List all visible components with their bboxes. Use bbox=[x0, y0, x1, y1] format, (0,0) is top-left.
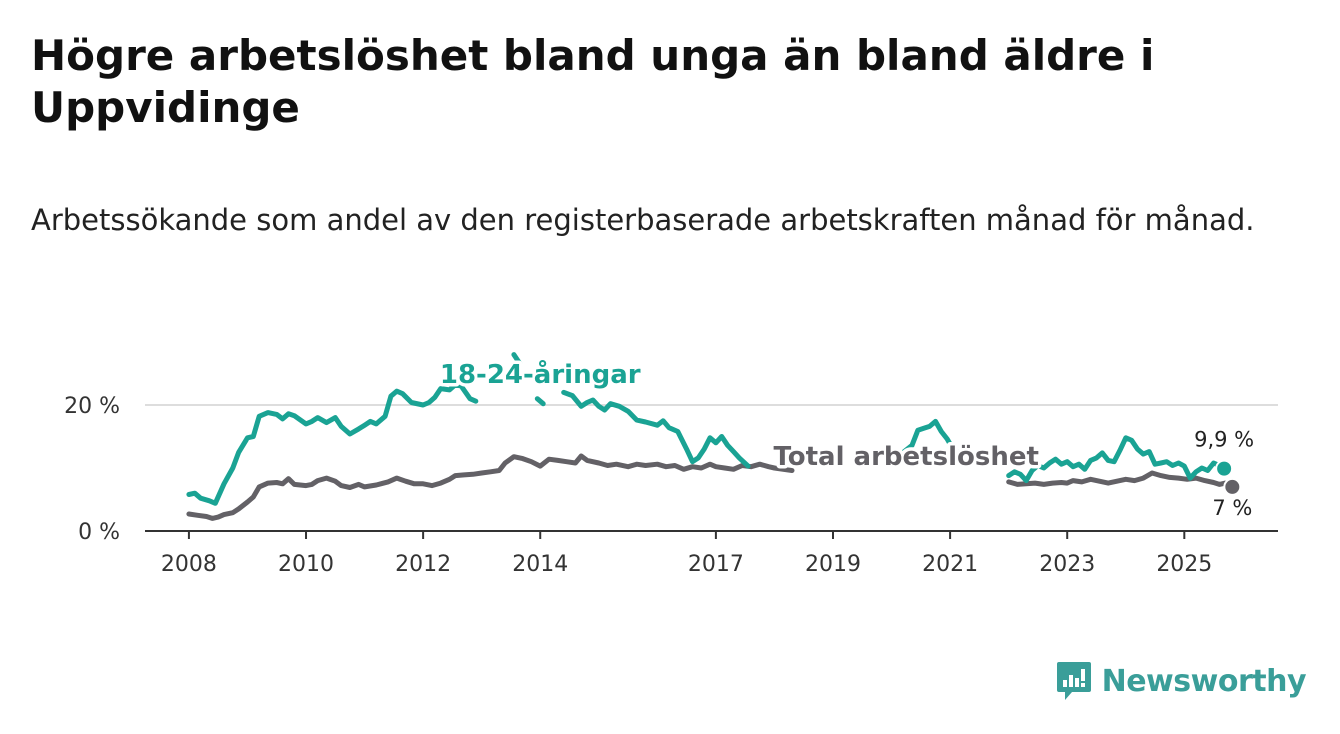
brand-name: Newsworthy bbox=[1101, 663, 1307, 699]
total-series-end-label: 7 % bbox=[1212, 496, 1252, 520]
chart-subtitle: Arbetssökande som andel av den registerb… bbox=[31, 203, 1255, 237]
x-tick-label: 2021 bbox=[922, 552, 978, 577]
total-series-label: Total arbetslöshet bbox=[773, 442, 1038, 472]
chart-title: Högre arbetslöshet bland unga än bland ä… bbox=[31, 31, 1155, 132]
x-tick-label: 2008 bbox=[161, 552, 217, 577]
brand-logo: Newsworthy bbox=[1056, 660, 1307, 702]
bar-chart-logo-icon bbox=[1056, 662, 1091, 700]
x-tick-label: 2010 bbox=[278, 552, 334, 577]
youth-series-label: 18-24-åringar bbox=[440, 358, 641, 390]
x-tick-label: 2012 bbox=[395, 552, 451, 577]
y-tick-label: 0 % bbox=[78, 520, 120, 545]
x-tick-label: 2019 bbox=[805, 552, 861, 577]
total-series-end-point bbox=[1223, 477, 1242, 496]
total-series-line bbox=[186, 453, 1235, 521]
y-tick-label: 20 % bbox=[64, 394, 120, 419]
youth-series-end-point bbox=[1215, 459, 1234, 478]
youth-series-line bbox=[186, 352, 1227, 506]
youth-series-end-label: 9,9 % bbox=[1194, 428, 1254, 452]
x-tick-label: 2014 bbox=[512, 552, 568, 577]
x-tick-label: 2023 bbox=[1039, 552, 1095, 577]
x-tick-label: 2025 bbox=[1156, 552, 1212, 577]
x-tick-label: 2017 bbox=[688, 552, 744, 577]
